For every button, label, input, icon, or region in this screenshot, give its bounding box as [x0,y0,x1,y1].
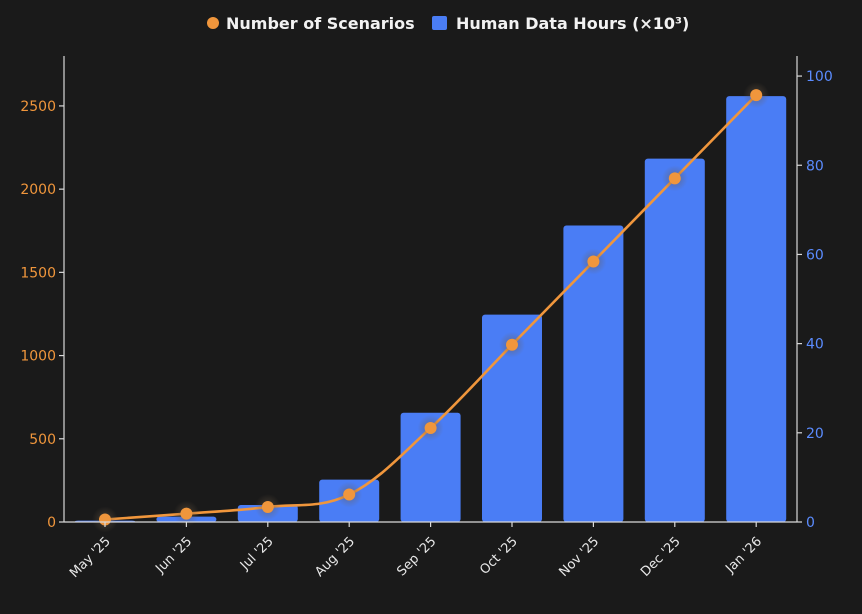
line-point [261,501,274,514]
bar [726,96,787,522]
left-tick-label: 500 [29,432,56,448]
bar [482,314,542,522]
right-tick-label: 20 [806,426,824,442]
x-axis-ticks: May '25 Jun '25 Jul '25 Aug '25 Sep '25 Oct '… [67,522,765,581]
legend-hours-marker [432,16,447,30]
left-axis-ticks: 0 500 1000 1500 2000 2500 [20,99,64,531]
bar [563,225,624,523]
right-axis-ticks: 0 20 40 60 80 100 [797,69,833,531]
left-tick-label: 2000 [20,182,56,198]
x-tick-label: May '25 [67,534,114,581]
bar-series [75,96,787,523]
x-tick-label: Jan '26 [722,534,765,577]
right-tick-label: 80 [806,158,824,174]
x-tick-label: Nov '25 [557,534,603,580]
legend: Number of Scenarios Human Data Hours (×1… [207,14,689,33]
line-point [180,507,193,520]
right-tick-label: 40 [806,337,824,353]
line-point [668,172,681,185]
right-tick-label: 60 [806,247,824,263]
bar [644,158,705,523]
left-tick-label: 1500 [20,265,56,281]
line-point [506,338,518,351]
x-tick-label: Oct '25 [477,534,521,578]
bar [400,412,461,522]
line-point [424,421,437,434]
line-point [750,89,763,102]
left-tick-label: 0 [47,515,56,531]
x-tick-label: Sep '25 [394,534,439,579]
right-tick-label: 100 [806,69,833,85]
line-series [92,82,770,533]
legend-hours-label: Human Data Hours (×10³) [456,14,689,33]
left-tick-label: 2500 [20,99,56,115]
x-tick-label: Dec '25 [638,534,684,580]
line-point [343,488,356,501]
x-tick-label: Aug '25 [312,534,358,580]
left-tick-label: 1000 [20,349,56,365]
line-point [587,255,600,268]
x-tick-label: Jul '25 [237,534,277,574]
legend-scenarios-label: Number of Scenarios [226,14,415,33]
right-tick-label: 0 [806,515,815,531]
legend-scenarios-marker [207,17,219,29]
x-tick-label: Jun '25 [152,534,195,577]
